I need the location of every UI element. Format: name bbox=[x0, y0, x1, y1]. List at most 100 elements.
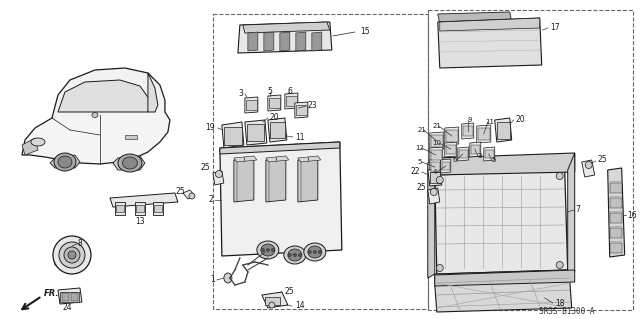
Bar bbox=[224, 127, 242, 145]
Text: 15: 15 bbox=[360, 26, 369, 35]
Polygon shape bbox=[234, 158, 254, 202]
Ellipse shape bbox=[58, 156, 72, 168]
Ellipse shape bbox=[314, 250, 316, 254]
Polygon shape bbox=[462, 123, 474, 139]
Text: 12: 12 bbox=[415, 145, 424, 151]
Text: 4: 4 bbox=[433, 169, 437, 175]
Text: 8: 8 bbox=[77, 239, 83, 248]
Bar bbox=[431, 162, 440, 172]
Polygon shape bbox=[295, 102, 308, 118]
Ellipse shape bbox=[266, 249, 269, 251]
Polygon shape bbox=[445, 127, 459, 145]
Polygon shape bbox=[22, 138, 38, 155]
Polygon shape bbox=[135, 202, 145, 215]
Polygon shape bbox=[435, 153, 575, 175]
Polygon shape bbox=[153, 202, 163, 215]
Text: 25: 25 bbox=[200, 164, 210, 173]
Bar bbox=[125, 135, 137, 139]
Bar bbox=[484, 150, 493, 158]
Polygon shape bbox=[268, 95, 281, 111]
Text: 19: 19 bbox=[205, 123, 215, 132]
Polygon shape bbox=[245, 97, 258, 113]
Polygon shape bbox=[50, 155, 80, 168]
Polygon shape bbox=[285, 93, 298, 109]
Text: 25: 25 bbox=[416, 182, 426, 191]
Text: 21: 21 bbox=[433, 123, 441, 129]
Ellipse shape bbox=[68, 251, 76, 259]
Bar bbox=[431, 150, 442, 160]
Polygon shape bbox=[58, 288, 82, 304]
Text: 21: 21 bbox=[417, 127, 426, 133]
Text: 20: 20 bbox=[516, 115, 525, 124]
Bar bbox=[265, 297, 280, 305]
Polygon shape bbox=[148, 73, 158, 112]
Polygon shape bbox=[266, 158, 286, 202]
Ellipse shape bbox=[293, 254, 296, 256]
Text: 25: 25 bbox=[598, 155, 607, 165]
Text: 2: 2 bbox=[208, 196, 213, 204]
Ellipse shape bbox=[308, 246, 322, 258]
Bar bbox=[442, 162, 450, 170]
Bar bbox=[246, 100, 257, 110]
Text: 11: 11 bbox=[295, 132, 305, 142]
Bar bbox=[497, 122, 509, 139]
Polygon shape bbox=[234, 156, 257, 162]
Bar bbox=[431, 135, 443, 147]
Ellipse shape bbox=[54, 153, 76, 171]
Polygon shape bbox=[113, 156, 145, 170]
Polygon shape bbox=[58, 80, 150, 112]
Text: 25: 25 bbox=[175, 188, 185, 197]
Polygon shape bbox=[445, 142, 457, 157]
Polygon shape bbox=[428, 188, 440, 204]
Text: 5: 5 bbox=[492, 157, 496, 163]
Polygon shape bbox=[264, 32, 274, 51]
Polygon shape bbox=[435, 280, 572, 312]
Text: 25: 25 bbox=[285, 286, 294, 295]
Ellipse shape bbox=[257, 241, 279, 259]
Polygon shape bbox=[484, 147, 495, 161]
Polygon shape bbox=[430, 132, 444, 150]
Polygon shape bbox=[220, 142, 340, 154]
Ellipse shape bbox=[289, 254, 291, 256]
Polygon shape bbox=[22, 104, 170, 164]
Text: 22: 22 bbox=[410, 167, 420, 176]
Text: 7: 7 bbox=[576, 205, 580, 214]
Text: FR.: FR. bbox=[44, 290, 60, 299]
Ellipse shape bbox=[288, 249, 302, 261]
Polygon shape bbox=[115, 202, 125, 215]
Polygon shape bbox=[52, 68, 165, 118]
Text: 16: 16 bbox=[628, 211, 637, 219]
Bar bbox=[610, 183, 621, 193]
Ellipse shape bbox=[556, 173, 563, 180]
Text: 20: 20 bbox=[270, 113, 280, 122]
Polygon shape bbox=[428, 158, 435, 278]
Text: 9: 9 bbox=[467, 117, 472, 123]
Text: 11: 11 bbox=[485, 119, 494, 125]
Polygon shape bbox=[280, 32, 290, 51]
Polygon shape bbox=[440, 18, 540, 31]
Ellipse shape bbox=[269, 302, 275, 308]
Polygon shape bbox=[477, 125, 491, 143]
Bar bbox=[610, 243, 621, 253]
Bar bbox=[477, 128, 490, 140]
Polygon shape bbox=[428, 169, 442, 186]
Ellipse shape bbox=[261, 249, 264, 251]
Bar bbox=[430, 172, 440, 183]
Polygon shape bbox=[266, 156, 289, 162]
Text: 1: 1 bbox=[210, 276, 215, 285]
Ellipse shape bbox=[122, 157, 138, 169]
Text: 24: 24 bbox=[62, 303, 72, 313]
Ellipse shape bbox=[64, 247, 80, 263]
Polygon shape bbox=[245, 120, 267, 145]
Polygon shape bbox=[222, 122, 244, 148]
Polygon shape bbox=[298, 156, 321, 162]
Bar bbox=[62, 293, 69, 301]
Bar bbox=[269, 98, 280, 108]
Bar bbox=[71, 293, 78, 301]
Bar bbox=[428, 10, 633, 310]
Ellipse shape bbox=[59, 242, 85, 268]
Text: 6: 6 bbox=[287, 86, 292, 95]
Bar bbox=[270, 122, 285, 138]
Polygon shape bbox=[582, 160, 595, 177]
Polygon shape bbox=[441, 159, 451, 173]
